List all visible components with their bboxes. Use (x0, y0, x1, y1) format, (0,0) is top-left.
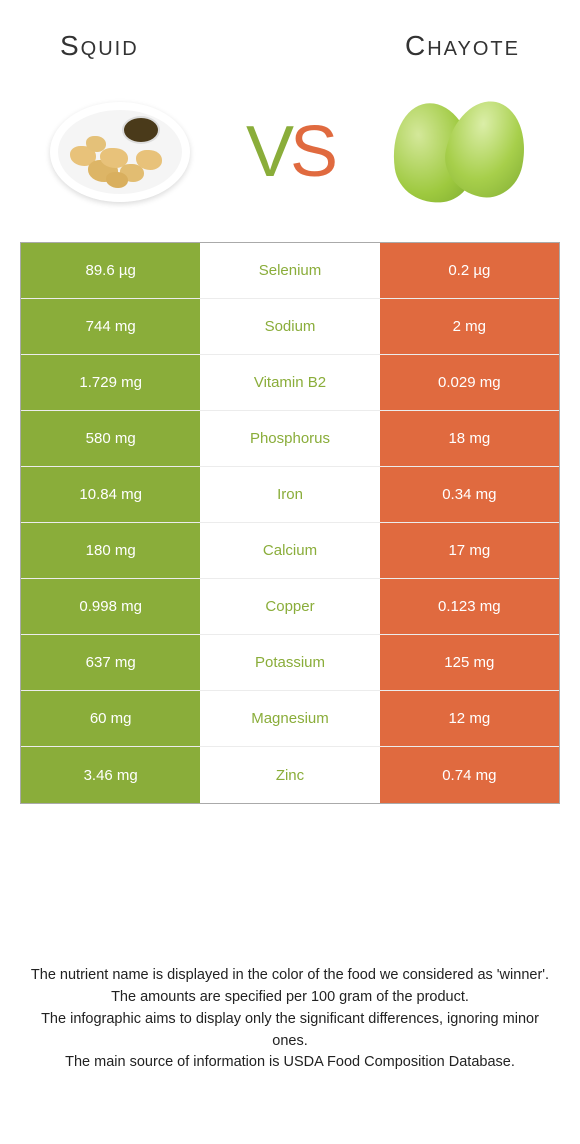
left-value: 10.84 mg (21, 467, 200, 522)
food-right-title: Chayote (405, 30, 520, 62)
table-row: 10.84 mgIron0.34 mg (21, 467, 559, 523)
squid-plate-icon (50, 102, 190, 202)
table-row: 637 mgPotassium125 mg (21, 635, 559, 691)
left-value: 744 mg (21, 299, 200, 354)
footer-line: The infographic aims to display only the… (30, 1009, 550, 1053)
table-row: 89.6 µgSelenium0.2 µg (21, 243, 559, 299)
nutrient-name: Iron (200, 467, 379, 522)
vs-row: VS (0, 82, 580, 242)
nutrient-name: Magnesium (200, 691, 379, 746)
left-value: 580 mg (21, 411, 200, 466)
right-value: 2 mg (380, 299, 559, 354)
header: Squid Chayote (0, 0, 580, 82)
right-value: 12 mg (380, 691, 559, 746)
table-row: 1.729 mgVitamin B20.029 mg (21, 355, 559, 411)
table-row: 3.46 mgZinc0.74 mg (21, 747, 559, 803)
right-value: 0.123 mg (380, 579, 559, 634)
right-value: 125 mg (380, 635, 559, 690)
vs-v: V (246, 112, 290, 192)
table-row: 0.998 mgCopper0.123 mg (21, 579, 559, 635)
right-value: 0.2 µg (380, 243, 559, 298)
nutrient-name: Zinc (200, 747, 379, 803)
left-value: 1.729 mg (21, 355, 200, 410)
food-left-image (40, 92, 200, 212)
nutrient-name: Phosphorus (200, 411, 379, 466)
footer-line: The main source of information is USDA F… (30, 1052, 550, 1074)
footer-line: The amounts are specified per 100 gram o… (30, 987, 550, 1009)
nutrient-name: Sodium (200, 299, 379, 354)
footer: The nutrient name is displayed in the co… (30, 965, 550, 1074)
right-value: 18 mg (380, 411, 559, 466)
nutrient-name: Calcium (200, 523, 379, 578)
left-value: 637 mg (21, 635, 200, 690)
left-value: 180 mg (21, 523, 200, 578)
right-value: 0.029 mg (380, 355, 559, 410)
right-value: 17 mg (380, 523, 559, 578)
nutrient-name: Copper (200, 579, 379, 634)
vs-label: VS (246, 111, 334, 193)
left-value: 3.46 mg (21, 747, 200, 803)
nutrient-table: 89.6 µgSelenium0.2 µg744 mgSodium2 mg1.7… (20, 242, 560, 804)
table-row: 180 mgCalcium17 mg (21, 523, 559, 579)
food-right-image (380, 92, 540, 212)
left-value: 89.6 µg (21, 243, 200, 298)
right-value: 0.34 mg (380, 467, 559, 522)
table-row: 60 mgMagnesium12 mg (21, 691, 559, 747)
footer-line: The nutrient name is displayed in the co… (30, 965, 550, 987)
nutrient-name: Potassium (200, 635, 379, 690)
nutrient-name: Selenium (200, 243, 379, 298)
table-row: 744 mgSodium2 mg (21, 299, 559, 355)
left-value: 60 mg (21, 691, 200, 746)
left-value: 0.998 mg (21, 579, 200, 634)
vs-s: S (290, 112, 334, 192)
food-left-title: Squid (60, 30, 139, 62)
nutrient-name: Vitamin B2 (200, 355, 379, 410)
chayote-icon (385, 97, 535, 207)
right-value: 0.74 mg (380, 747, 559, 803)
table-row: 580 mgPhosphorus18 mg (21, 411, 559, 467)
